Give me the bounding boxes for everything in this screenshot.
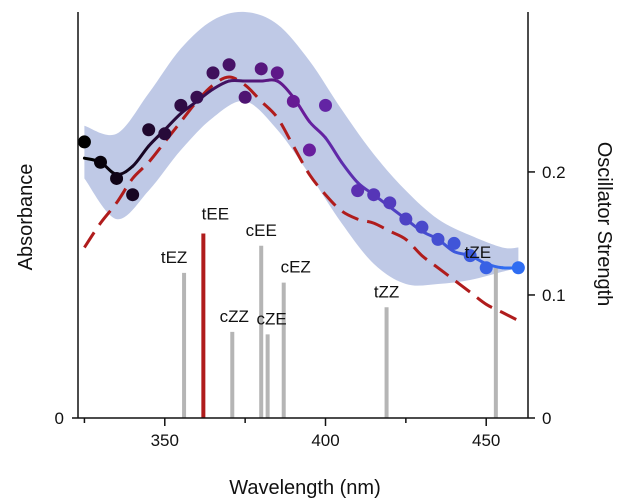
measured-point (190, 90, 204, 104)
axes-layer: 350 400 450 0 0 0.1 0.2 (55, 12, 566, 450)
measured-point (94, 155, 107, 169)
stick-label-tEZ: tEZ (161, 248, 187, 267)
label-layer: tEZ tEE cZZ cEE cZE cEZ tZZ tZE (161, 204, 491, 328)
measured-point (222, 58, 236, 72)
measured-point (463, 249, 477, 263)
measured-point (415, 220, 429, 234)
measured-point (254, 62, 268, 76)
measured-point (319, 98, 332, 112)
right-y-axis-title: Oscillator Strength (593, 142, 615, 307)
stick-label-cZZ: cZZ (220, 307, 249, 326)
stick-label-cEZ: cEZ (281, 258, 311, 277)
measured-point (142, 123, 156, 137)
measured-point (238, 90, 252, 104)
measured-point (174, 98, 188, 112)
measured-point (110, 171, 124, 185)
x-axis-title: Wavelength (nm) (229, 477, 381, 499)
stick-label-cZE: cZE (257, 309, 287, 328)
measured-point (399, 212, 413, 226)
x-tick-label: 400 (311, 431, 339, 450)
measured-line-segment (131, 144, 151, 168)
right-tick-label: 0.1 (542, 286, 566, 305)
measured-point-layer (77, 58, 525, 275)
right-tick-label: 0.2 (542, 163, 566, 182)
measured-point (302, 143, 316, 157)
measured-point (351, 184, 365, 198)
x-tick-label: 450 (472, 431, 500, 450)
oscillator-stick-layer (182, 233, 498, 418)
stick-label-tEE: tEE (202, 204, 229, 223)
measured-point (77, 135, 91, 149)
measured-point (447, 236, 461, 250)
computed-spectrum-line (83, 75, 520, 322)
measured-point (206, 66, 220, 80)
x-tick-label: 350 (151, 431, 179, 450)
measured-line-segment (324, 136, 344, 164)
measured-line-segment (307, 120, 327, 140)
stick-label-cEE: cEE (246, 221, 277, 240)
stick-label-tZZ: tZZ (374, 282, 400, 301)
measured-point (126, 188, 140, 202)
measured-point (511, 261, 525, 275)
stick-label-tZE: tZE (465, 243, 491, 262)
measured-point (431, 232, 445, 246)
measured-line-segment (259, 78, 279, 83)
measured-line-segment (227, 78, 247, 83)
measured-point (270, 66, 284, 80)
measured-point (383, 196, 397, 210)
measured-point (286, 94, 300, 108)
measured-line-segment (340, 160, 360, 185)
measured-point (367, 188, 381, 202)
right-tick-label: 0 (542, 409, 551, 428)
left-tick-label: 0 (55, 409, 64, 428)
measured-point (479, 261, 493, 275)
left-y-axis-title: Absorbance (15, 164, 37, 271)
measured-point (158, 127, 172, 141)
